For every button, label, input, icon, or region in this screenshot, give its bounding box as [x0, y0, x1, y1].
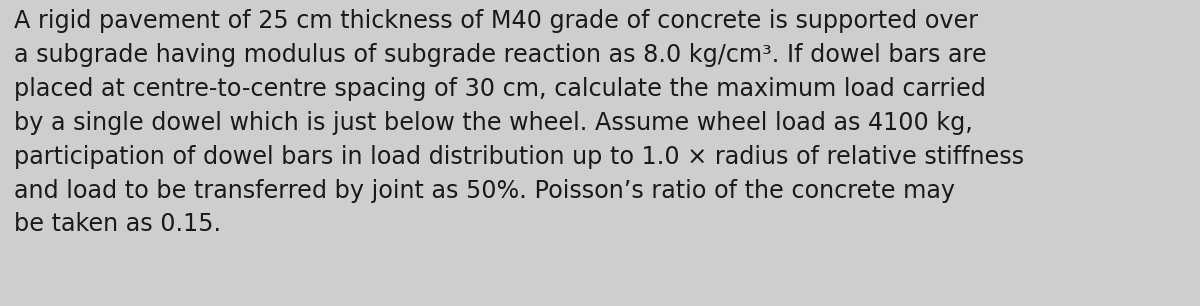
Text: A rigid pavement of 25 cm thickness of M40 grade of concrete is supported over
a: A rigid pavement of 25 cm thickness of M…	[14, 9, 1025, 237]
